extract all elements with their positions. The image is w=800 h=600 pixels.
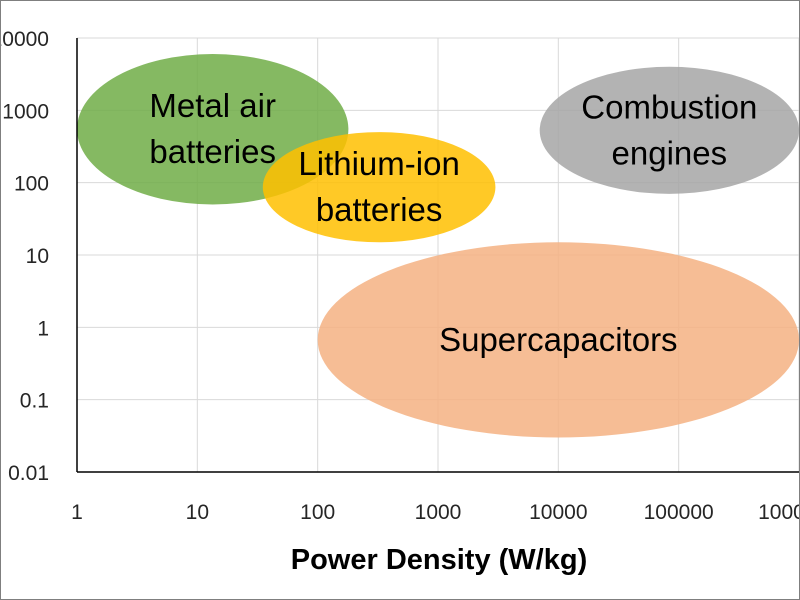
x-tick-label: 10000: [529, 501, 587, 524]
region-label: batteries: [149, 133, 276, 170]
y-tick-label: 1: [37, 317, 49, 340]
y-tick-label: 1000: [2, 100, 49, 123]
x-tick-label: 1: [71, 501, 83, 524]
region-label: Metal air: [149, 87, 276, 124]
y-tick-label: 10000: [1, 28, 49, 51]
region-ellipse-3: [317, 242, 799, 438]
x-tick-label: 10: [186, 501, 209, 524]
region-label: Supercapacitors: [439, 321, 677, 358]
region-label: batteries: [316, 191, 443, 228]
region-label: Lithium-ion: [298, 145, 459, 182]
x-tick-label: 1000: [415, 501, 462, 524]
region-label: Combustion: [581, 88, 757, 125]
region-label: engines: [612, 134, 728, 171]
x-tick-label: 100000: [644, 501, 714, 524]
region-ellipse-2: [539, 66, 799, 194]
y-tick-label: 0.01: [8, 462, 49, 485]
x-tick-label: 100: [300, 501, 335, 524]
y-tick-label: 0.1: [20, 390, 49, 413]
region-ellipse-1: [262, 132, 496, 243]
y-tick-label: 100: [14, 173, 49, 196]
x-axis-title: Power Density (W/kg): [291, 544, 588, 576]
y-tick-label: 10: [26, 245, 49, 268]
